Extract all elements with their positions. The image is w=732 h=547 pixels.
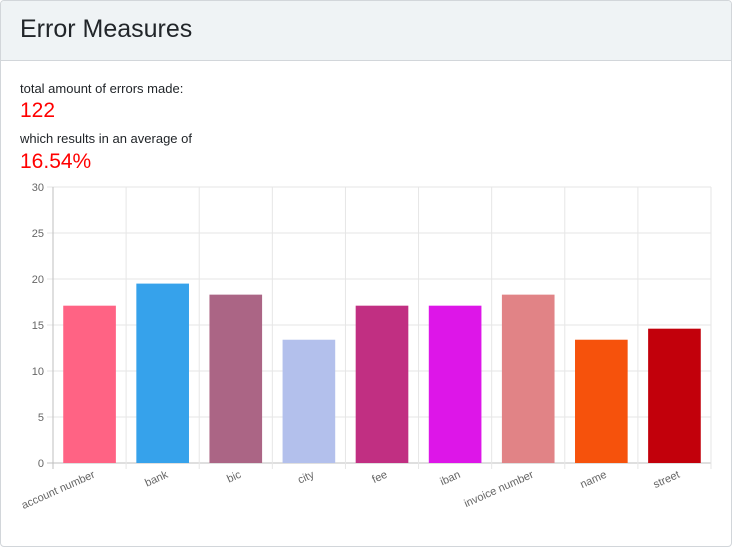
x-tick-label: city xyxy=(296,469,316,487)
total-errors-label: total amount of errors made: xyxy=(20,81,184,96)
x-tick-label: invoice number xyxy=(462,469,535,510)
x-tick-label: bank xyxy=(143,469,170,490)
bar-fee xyxy=(355,305,409,463)
bar-invoice-number xyxy=(501,294,555,463)
y-tick-label: 0 xyxy=(38,458,44,470)
x-tick-label: bic xyxy=(225,469,243,486)
y-tick-label: 20 xyxy=(32,274,44,286)
x-tick-label: name xyxy=(579,469,609,491)
bar-name xyxy=(575,339,628,463)
page-title: Error Measures xyxy=(20,15,193,43)
y-tick-label: 10 xyxy=(32,366,44,378)
x-tick-label: fee xyxy=(370,469,389,486)
y-tick-label: 15 xyxy=(32,320,44,332)
average-value: 16.54% xyxy=(20,150,92,173)
bar-city xyxy=(282,339,336,463)
card-header: Error Measures xyxy=(1,1,731,61)
bar-bank xyxy=(136,283,189,463)
bar-iban xyxy=(428,305,482,463)
y-tick-label: 25 xyxy=(32,228,44,240)
bar-bic xyxy=(209,294,263,463)
bar-street xyxy=(648,328,701,463)
x-tick-label: street xyxy=(652,469,682,491)
bar-account-number xyxy=(63,305,116,463)
x-tick-label: iban xyxy=(438,469,462,488)
y-tick-label: 30 xyxy=(32,182,44,194)
average-label: which results in an average of xyxy=(20,131,192,146)
total-errors-value: 122 xyxy=(20,99,56,122)
y-tick-label: 5 xyxy=(38,412,44,424)
x-tick-label: account number xyxy=(20,469,97,512)
